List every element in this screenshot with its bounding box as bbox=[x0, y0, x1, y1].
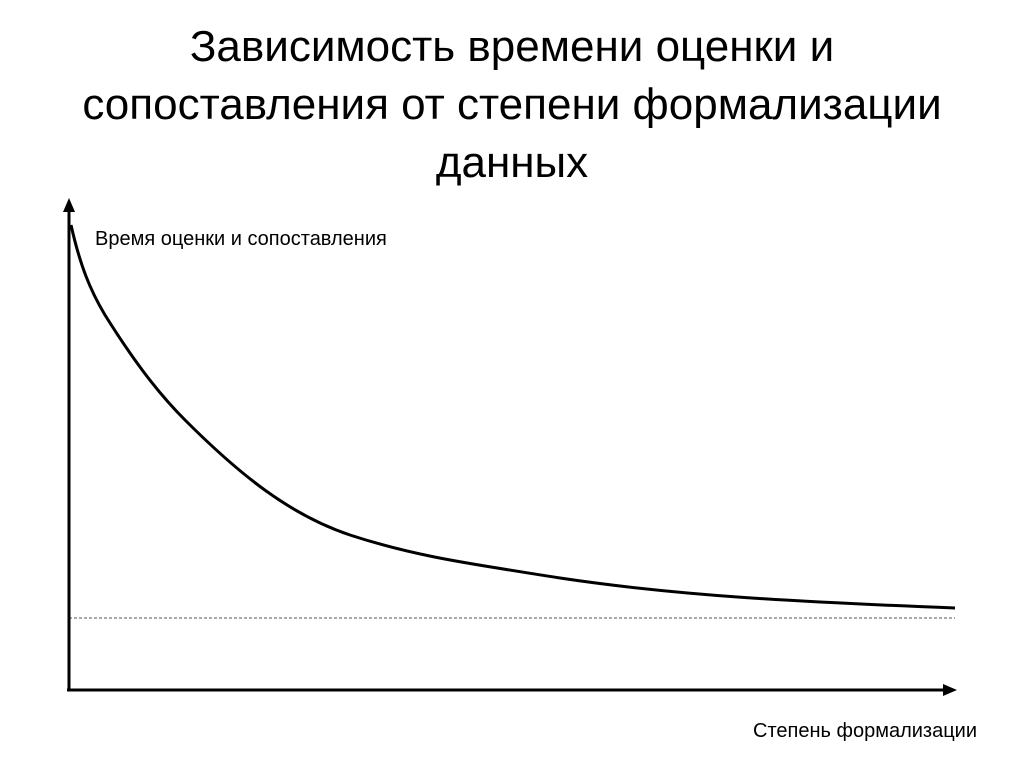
slide-title: Зависимость времени оценки и сопоставлен… bbox=[82, 22, 942, 187]
x-axis-label: Степень формализации bbox=[753, 720, 977, 742]
x-axis-arrow bbox=[943, 684, 957, 696]
y-axis-label: Время оценки и сопоставления bbox=[95, 228, 387, 250]
curve bbox=[69, 224, 956, 610]
y-axis-arrow bbox=[63, 198, 75, 212]
